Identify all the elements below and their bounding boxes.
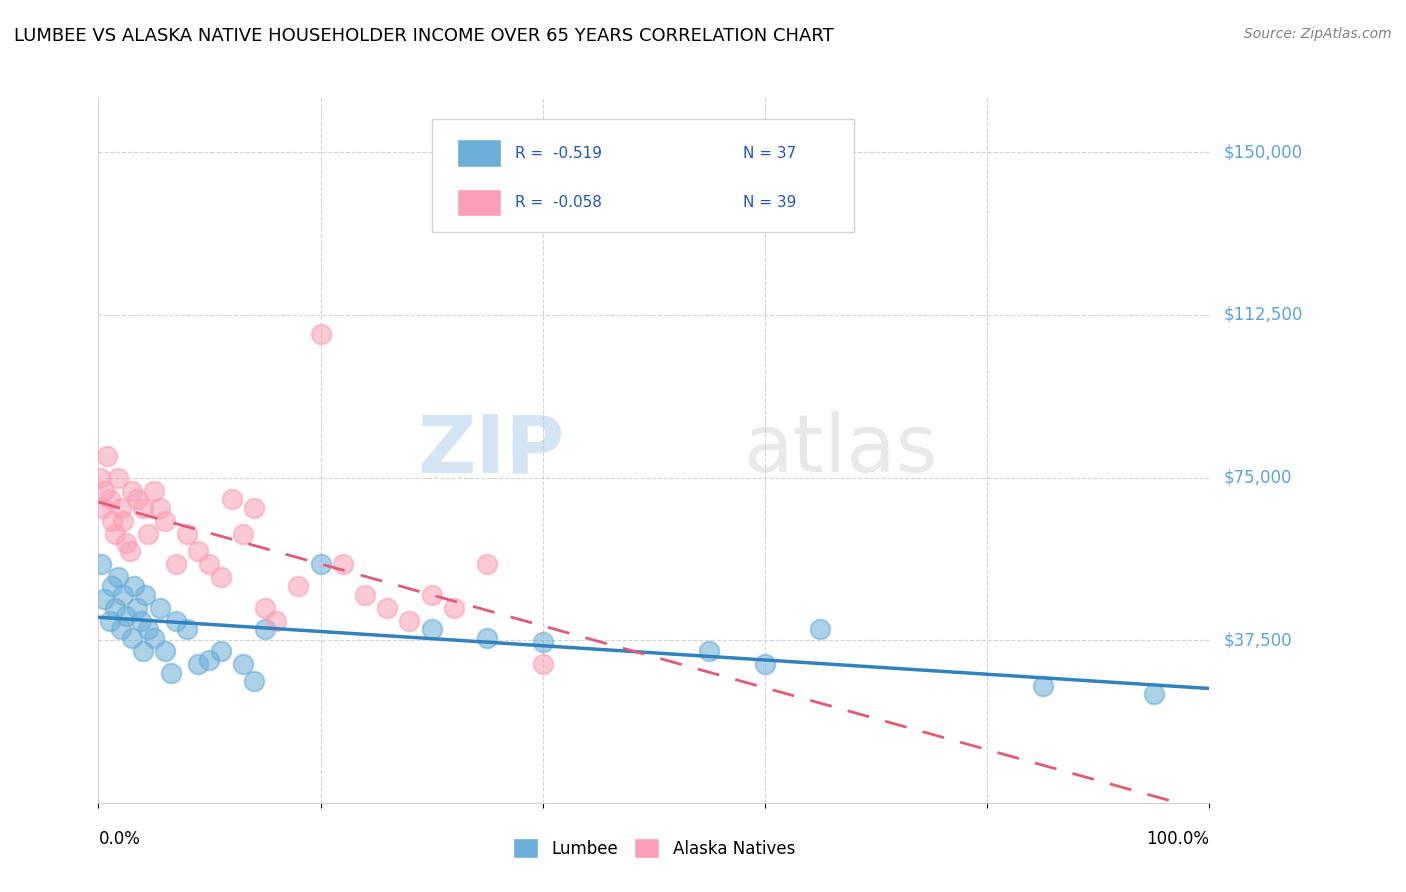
Point <box>232 657 254 671</box>
Point <box>420 623 443 637</box>
Point <box>132 644 155 658</box>
Point <box>187 544 209 558</box>
Point <box>420 588 443 602</box>
Text: $75,000: $75,000 <box>1223 468 1292 486</box>
Text: Source: ZipAtlas.com: Source: ZipAtlas.com <box>1244 27 1392 41</box>
Point <box>209 570 232 584</box>
Point <box>89 470 111 484</box>
Text: R =  -0.519: R = -0.519 <box>515 145 602 161</box>
Point <box>287 579 309 593</box>
Point <box>107 470 129 484</box>
Point <box>165 558 187 572</box>
Point <box>104 600 127 615</box>
Text: atlas: atlas <box>742 411 936 490</box>
Text: R =  -0.058: R = -0.058 <box>515 195 602 210</box>
Point <box>398 614 420 628</box>
Point <box>253 623 276 637</box>
Point <box>121 631 143 645</box>
Point <box>93 483 115 498</box>
Point <box>198 558 221 572</box>
Point <box>176 623 198 637</box>
FancyBboxPatch shape <box>457 139 501 167</box>
Point <box>1032 679 1054 693</box>
Point <box>100 514 122 528</box>
Point <box>264 614 287 628</box>
Point <box>699 644 721 658</box>
Point <box>100 579 122 593</box>
Point <box>198 653 221 667</box>
Text: 100.0%: 100.0% <box>1146 830 1209 847</box>
Point <box>122 579 145 593</box>
Point <box>138 527 160 541</box>
Point <box>143 631 166 645</box>
Point <box>118 544 141 558</box>
Point <box>132 500 155 515</box>
Point <box>309 558 332 572</box>
Point <box>110 623 132 637</box>
Point <box>104 527 127 541</box>
Point <box>221 492 243 507</box>
Point <box>443 600 465 615</box>
Point <box>115 535 138 549</box>
Point <box>475 631 499 645</box>
Text: $112,500: $112,500 <box>1223 306 1302 324</box>
Point <box>232 527 254 541</box>
Point <box>176 527 198 541</box>
Point <box>129 614 152 628</box>
FancyBboxPatch shape <box>432 120 853 232</box>
Point <box>107 570 129 584</box>
Point <box>153 514 176 528</box>
Point <box>810 623 832 637</box>
Point <box>98 492 121 507</box>
Point <box>354 588 377 602</box>
Point <box>148 600 170 615</box>
Point <box>111 588 134 602</box>
Point <box>159 665 181 680</box>
Point <box>375 600 398 615</box>
Point <box>134 588 156 602</box>
Point <box>127 600 149 615</box>
Point <box>243 674 266 689</box>
Text: $37,500: $37,500 <box>1223 632 1292 649</box>
Point <box>475 558 499 572</box>
Text: $150,000: $150,000 <box>1223 144 1302 161</box>
Text: N = 37: N = 37 <box>742 145 796 161</box>
FancyBboxPatch shape <box>457 189 501 216</box>
Point <box>531 635 554 649</box>
Point <box>148 500 170 515</box>
Point <box>138 623 160 637</box>
Text: ZIP: ZIP <box>418 411 565 490</box>
Point <box>531 657 554 671</box>
Point <box>332 558 354 572</box>
Point <box>98 614 121 628</box>
Text: 0.0%: 0.0% <box>98 830 141 847</box>
Text: LUMBEE VS ALASKA NATIVE HOUSEHOLDER INCOME OVER 65 YEARS CORRELATION CHART: LUMBEE VS ALASKA NATIVE HOUSEHOLDER INCO… <box>14 27 834 45</box>
Point <box>93 592 115 607</box>
Point <box>96 449 118 463</box>
Point <box>127 492 149 507</box>
Point <box>243 500 266 515</box>
Point <box>110 500 132 515</box>
Point <box>309 327 332 342</box>
Point <box>121 483 143 498</box>
Point <box>90 500 112 515</box>
Point <box>90 558 112 572</box>
Legend: Lumbee, Alaska Natives: Lumbee, Alaska Natives <box>506 831 801 865</box>
Point <box>115 609 138 624</box>
Text: N = 39: N = 39 <box>742 195 796 210</box>
Point <box>111 514 134 528</box>
Point <box>253 600 276 615</box>
Point <box>1143 687 1166 701</box>
Point <box>153 644 176 658</box>
Point <box>754 657 776 671</box>
Point <box>209 644 232 658</box>
Point <box>165 614 187 628</box>
Point <box>143 483 166 498</box>
Point <box>187 657 209 671</box>
